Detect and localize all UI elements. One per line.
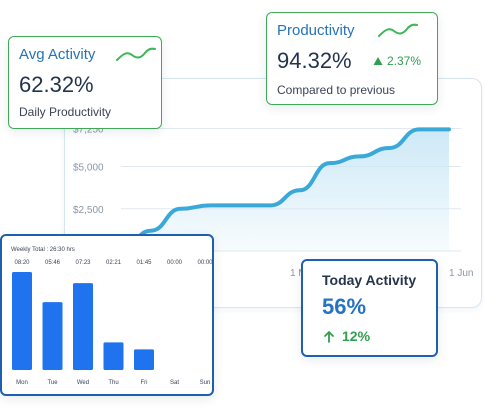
bar-category-label: Sat (170, 380, 179, 386)
today-activity-value: 56% (322, 294, 367, 319)
bar-category-label: Wed (77, 380, 89, 386)
today-activity-card: Today Activity 56% 12% (301, 259, 438, 357)
bar-top-label: 00:00 (167, 260, 183, 266)
main-area-chart: $7,250 $5,000 $2,500 1 M 1 Jun (73, 125, 473, 279)
bar-category-label: Tue (47, 380, 58, 386)
y-tick-label: $2,500 (73, 205, 104, 216)
productivity-caption: Compared to previous (277, 83, 396, 97)
weekly-bar-chart-card: Weekly Total : 26:30 hrs 08:20 Mon 05:46 Tu… (0, 234, 214, 396)
bar-category-label: Thu (108, 380, 118, 386)
bar (103, 342, 124, 370)
today-activity-title: Today Activity (322, 272, 417, 288)
bar-category-label: Sun (200, 380, 211, 386)
bar-top-label: 01:45 (136, 260, 152, 266)
bar-top-label: 08:20 (14, 260, 30, 266)
productivity-title: Productivity (277, 22, 355, 39)
bar (12, 272, 32, 370)
sparkline-icon (116, 47, 156, 61)
y-tick-label: $5,000 (73, 163, 104, 174)
avg-activity-title: Avg Activity (19, 46, 96, 63)
x-tick-label: 1 Jun (449, 268, 473, 279)
bar (42, 302, 63, 370)
today-activity-change: 12% (342, 328, 371, 344)
arrow-up-icon (324, 331, 334, 343)
triangle-up-icon (373, 57, 383, 65)
bar-category-label: Fri (141, 380, 148, 386)
productivity-delta: 2.37% (387, 54, 422, 68)
y-tick-label: $7,250 (73, 125, 104, 136)
bar-top-label: 07:23 (75, 260, 91, 266)
bar (73, 283, 93, 370)
bar-top-label: 02:21 (106, 260, 122, 266)
area-fill (121, 129, 449, 251)
productivity-value: 94.32% (277, 48, 352, 73)
bar-top-label: 00:00 (197, 260, 212, 266)
bar-category-label: Mon (16, 380, 28, 386)
avg-activity-caption: Daily Productivity (19, 105, 112, 119)
weekly-bar-chart: Weekly Total : 26:30 hrs 08:20 Mon 05:46 Tu… (11, 247, 212, 386)
bar-top-label: 05:46 (45, 260, 61, 266)
bar (134, 349, 154, 370)
productivity-card: Productivity 94.32% 2.37% Compared to pr… (266, 12, 438, 105)
x-tick-label: 1 M (290, 268, 307, 279)
avg-activity-card: Avg Activity 62.32% Daily Productivity (8, 36, 162, 129)
series-line (119, 127, 451, 253)
avg-activity-value: 62.32% (19, 72, 94, 97)
sparkline-icon (378, 23, 418, 37)
weekly-total-label: Weekly Total : 26:30 hrs (11, 247, 75, 253)
